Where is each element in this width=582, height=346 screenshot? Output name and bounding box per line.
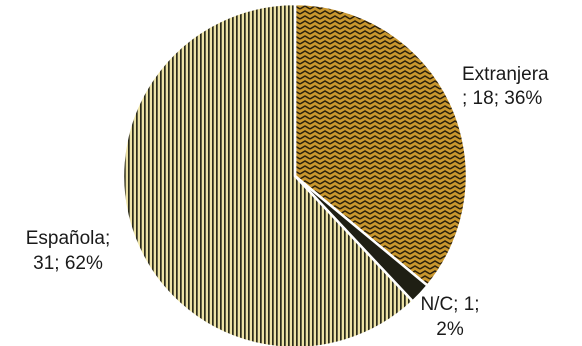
pie-slice-española (121, 2, 414, 346)
data-label-extranjera: Extranjera; 18; 36% (462, 64, 549, 109)
data-label-española: Española; 31; 62% (26, 228, 111, 274)
pie-slices (121, 2, 469, 346)
pie-labels: Extranjera; 18; 36% N/C; 1; 2% Española; 31;… (26, 64, 549, 340)
pie-slice-extranjera (293, 2, 469, 287)
data-label-n-c: N/C; 1; 2% (420, 294, 479, 340)
